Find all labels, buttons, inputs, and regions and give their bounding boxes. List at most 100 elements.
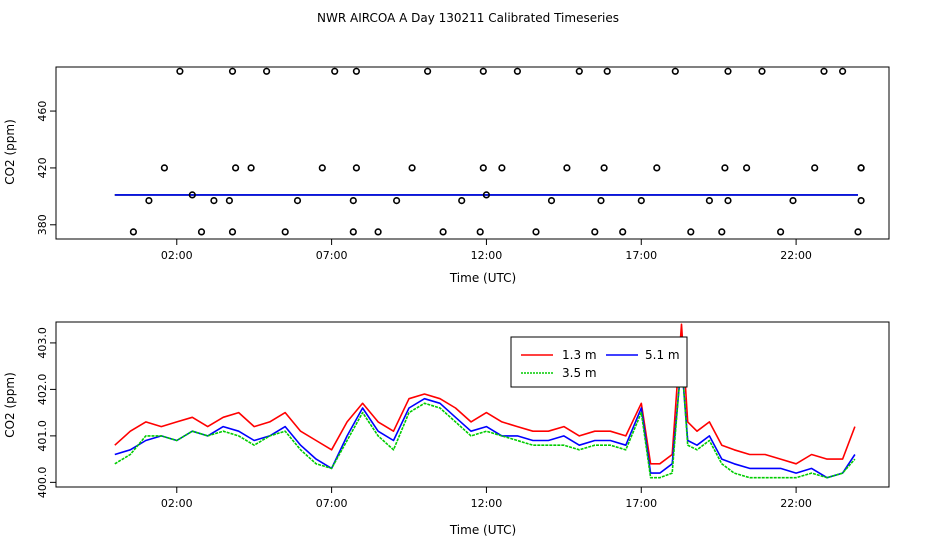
top-marker-point bbox=[603, 67, 611, 75]
top-marker-point bbox=[197, 228, 206, 236]
bottom-y-tick-label-0: 400.0 bbox=[36, 467, 49, 499]
top-marker-point bbox=[352, 67, 361, 75]
top-marker-point bbox=[724, 67, 732, 75]
top-marker-point bbox=[742, 164, 751, 172]
bottom-x-ticks: 02:00 07:00 12:00 17:00 22:00 bbox=[161, 487, 812, 510]
top-marker-point bbox=[176, 67, 184, 75]
top-marker-point bbox=[281, 228, 289, 236]
top-marker-point bbox=[721, 164, 729, 172]
bottom-y-tick-label-3: 403.0 bbox=[36, 327, 49, 359]
bottom-x-axis-label: Time (UTC) bbox=[449, 523, 516, 537]
top-marker-point bbox=[331, 67, 339, 75]
top-y-axis-label: CO2 (ppm) bbox=[3, 119, 17, 185]
top-marker-point bbox=[293, 197, 302, 205]
top-marker-point bbox=[393, 197, 401, 205]
top-marker-point bbox=[758, 67, 766, 75]
top-marker-point bbox=[424, 67, 432, 75]
top-marker-point bbox=[563, 164, 571, 172]
top-marker-point bbox=[671, 67, 679, 75]
bottom-y-axis-label: CO2 (ppm) bbox=[3, 372, 17, 438]
legend: 1.3 m 5.1 m 3.5 m bbox=[510, 336, 688, 388]
legend-label-3: 3.5 m bbox=[562, 366, 597, 380]
bottom-y-ticks: 400.0 401.0 402.0 403.0 bbox=[36, 327, 56, 498]
top-y-tick-label-1: 420 bbox=[36, 157, 49, 178]
top-marker-point bbox=[637, 197, 645, 205]
top-marker-point bbox=[188, 191, 196, 199]
bottom-x-tick-label-0: 02:00 bbox=[161, 497, 193, 510]
top-marker-point bbox=[705, 197, 714, 205]
top-y-ticks: 380 420 460 bbox=[36, 101, 56, 235]
top-marker-point bbox=[228, 228, 237, 236]
top-marker-point bbox=[718, 228, 726, 236]
top-marker-point bbox=[225, 197, 233, 205]
top-x-tick-label-3: 17:00 bbox=[625, 249, 657, 262]
top-marker-point bbox=[352, 164, 361, 172]
top-x-tick-label-4: 22:00 bbox=[780, 249, 812, 262]
top-marker-point bbox=[838, 67, 847, 75]
top-marker-point bbox=[591, 228, 599, 236]
bottom-series-line-3-5-m bbox=[114, 356, 856, 479]
legend-label-2: 5.1 m bbox=[645, 348, 680, 362]
top-marker-point bbox=[854, 228, 862, 236]
top-marker-point bbox=[479, 67, 487, 75]
top-marker-point bbox=[228, 67, 237, 75]
top-marker-point bbox=[547, 197, 556, 205]
top-marker-point bbox=[458, 197, 466, 205]
top-x-tick-label-0: 02:00 bbox=[161, 249, 193, 262]
top-marker-point bbox=[482, 191, 491, 199]
top-panel: 02:00 07:00 12:00 17:00 22:00 380 420 460 Time… bbox=[3, 66, 890, 285]
top-x-axis-label: Time (UTC) bbox=[449, 271, 516, 285]
top-marker-point bbox=[263, 67, 271, 75]
chart-title: NWR AIRCOA A Day 130211 Calibrated Times… bbox=[317, 11, 619, 25]
top-marker-point bbox=[857, 197, 865, 205]
legend-box bbox=[510, 336, 688, 388]
bottom-x-tick-label-2: 12:00 bbox=[471, 497, 503, 510]
top-marker-point bbox=[498, 164, 506, 172]
bottom-plot-frame bbox=[55, 321, 890, 488]
top-y-tick-label-0: 380 bbox=[36, 214, 49, 235]
top-marker-point bbox=[374, 228, 382, 236]
bottom-y-tick-label-1: 401.0 bbox=[36, 420, 49, 452]
top-marker-point bbox=[349, 197, 357, 205]
top-marker-point bbox=[479, 164, 487, 172]
top-marker-point bbox=[724, 197, 732, 205]
top-marker-point bbox=[318, 164, 326, 172]
bottom-x-tick-label-4: 22:00 bbox=[780, 497, 812, 510]
top-marker-point bbox=[129, 228, 137, 236]
bottom-x-tick-label-3: 17:00 bbox=[625, 497, 657, 510]
bottom-panel: 02:00 07:00 12:00 17:00 22:00 400.0 401.0 402.… bbox=[3, 321, 890, 537]
top-marker-point bbox=[247, 164, 255, 172]
bottom-y-tick-label-2: 402.0 bbox=[36, 374, 49, 406]
top-marker-point bbox=[619, 228, 627, 236]
bottom-x-tick-label-1: 07:00 bbox=[316, 497, 348, 510]
top-marker-point bbox=[820, 67, 828, 75]
top-marker-point bbox=[653, 164, 661, 172]
top-marker-point bbox=[857, 164, 865, 172]
top-y-tick-label-2: 460 bbox=[36, 101, 49, 122]
top-marker-point bbox=[575, 67, 583, 75]
bottom-series-line-5-1-m bbox=[114, 360, 856, 479]
top-marker-point bbox=[408, 164, 416, 172]
top-marker-point bbox=[532, 228, 540, 236]
top-marker-point bbox=[789, 197, 797, 205]
top-plot-frame bbox=[55, 66, 890, 240]
top-marker-point bbox=[145, 197, 153, 205]
top-marker-point bbox=[687, 228, 695, 236]
top-marker-point bbox=[811, 164, 819, 172]
top-marker-point bbox=[513, 67, 522, 75]
top-marker-point bbox=[349, 228, 357, 236]
bottom-series bbox=[114, 323, 856, 479]
top-marker-point bbox=[476, 228, 484, 236]
top-marker-point bbox=[160, 164, 168, 172]
top-marker-point bbox=[600, 164, 608, 172]
top-markers bbox=[129, 67, 865, 236]
bottom-series-line-1-3-m bbox=[114, 323, 856, 465]
top-marker-point bbox=[776, 228, 785, 236]
top-x-tick-label-2: 12:00 bbox=[471, 249, 503, 262]
top-x-tick-label-1: 07:00 bbox=[316, 249, 348, 262]
top-marker-point bbox=[210, 197, 218, 205]
top-marker-point bbox=[439, 228, 447, 236]
legend-label-1: 1.3 m bbox=[562, 348, 597, 362]
top-x-ticks: 02:00 07:00 12:00 17:00 22:00 bbox=[161, 239, 812, 262]
